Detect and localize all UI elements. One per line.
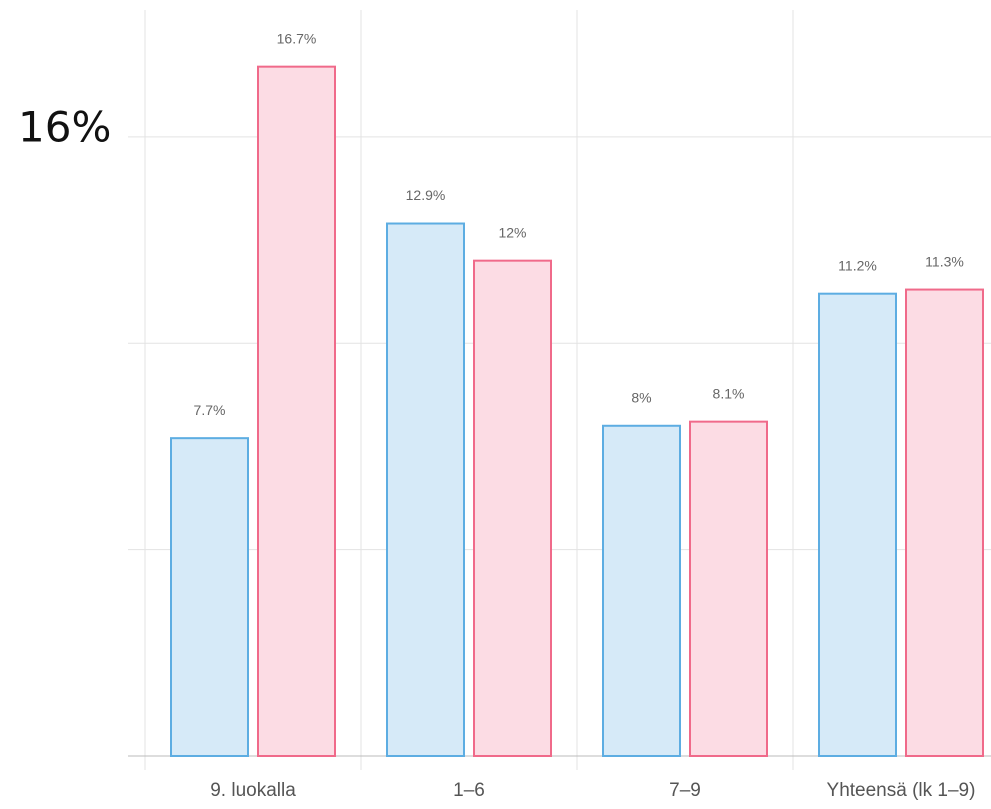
x-tick-label: 1–6 <box>453 780 485 801</box>
bar <box>473 259 552 757</box>
value-label: 8% <box>631 389 651 405</box>
x-tick-label: 9. luokalla <box>210 780 296 801</box>
value-label: 8.1% <box>713 385 745 401</box>
bar <box>905 288 984 757</box>
value-label: 7.7% <box>194 402 226 418</box>
bar <box>170 437 249 757</box>
value-label: 12% <box>498 224 526 240</box>
x-tick-label: Yhteensä (lk 1–9) <box>827 780 976 801</box>
annotation: 16% <box>18 103 111 152</box>
value-label: 16.7% <box>277 30 317 46</box>
value-label: 11.2% <box>838 257 877 273</box>
value-label: 12.9% <box>406 187 446 203</box>
bar <box>602 424 681 757</box>
bar <box>689 420 768 757</box>
bar <box>257 65 336 757</box>
bar <box>818 292 897 757</box>
value-label: 11.3% <box>925 253 964 269</box>
bar <box>386 222 465 757</box>
x-tick-label: 7–9 <box>669 780 701 801</box>
